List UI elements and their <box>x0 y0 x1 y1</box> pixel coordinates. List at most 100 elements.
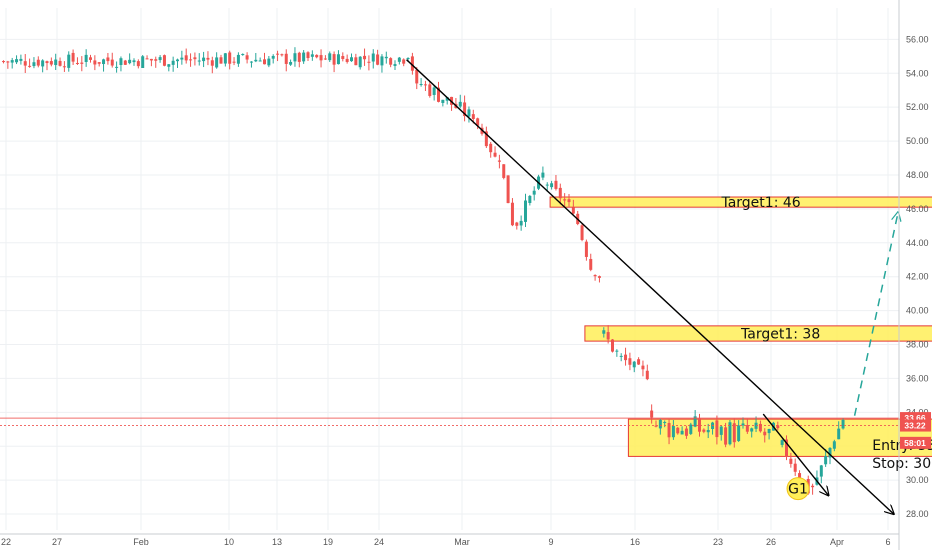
candle-body <box>241 54 245 56</box>
x-tick-label: 9 <box>548 537 553 547</box>
candle-body <box>789 458 793 464</box>
candle-body <box>271 55 275 59</box>
candle-body <box>824 456 828 465</box>
time-badge-5801-text: 58:01 <box>904 438 926 448</box>
price-badge-3322 <box>900 419 931 432</box>
candle-body <box>689 424 693 434</box>
candle-body <box>267 58 271 66</box>
candle-body <box>584 241 588 257</box>
candle-body <box>550 183 554 188</box>
candle-body <box>149 58 153 61</box>
candle-body <box>767 428 771 434</box>
candle-body <box>658 419 662 429</box>
candle-body <box>445 97 449 101</box>
candle-body <box>254 59 258 62</box>
y-tick-label: 28.00 <box>906 509 929 519</box>
candle-body <box>123 60 127 65</box>
candle-body <box>763 431 767 436</box>
candle-body <box>189 59 193 61</box>
candle-body <box>406 57 410 59</box>
candle-body <box>484 131 488 147</box>
candle-body <box>49 61 53 65</box>
candle-body <box>785 439 788 457</box>
candle-body <box>115 66 119 68</box>
y-tick-label: 40.00 <box>906 306 929 316</box>
candle-body <box>419 84 423 86</box>
candle-body <box>28 65 32 67</box>
candle-body <box>336 54 340 65</box>
candle-body <box>97 62 101 64</box>
candle-body <box>654 425 658 427</box>
candle-body <box>41 60 45 67</box>
x-tick-label: Mar <box>454 537 470 547</box>
candle-body <box>463 102 467 117</box>
candle-body <box>184 55 188 61</box>
candle-body <box>297 52 301 62</box>
candle-body <box>171 60 175 65</box>
candle-body <box>524 200 527 222</box>
candle-body <box>637 359 641 365</box>
candle-body <box>528 195 532 203</box>
candle-body <box>515 222 519 226</box>
candle-body <box>680 430 684 435</box>
candle-body <box>624 354 628 361</box>
candle-body <box>367 61 371 63</box>
candle-body <box>558 187 562 199</box>
candle-body <box>819 465 823 477</box>
candle-body <box>89 57 92 60</box>
x-tick-label: 26 <box>766 537 776 547</box>
grid <box>0 8 899 530</box>
candle-body <box>602 330 606 334</box>
x-tick-label: Feb <box>133 537 149 547</box>
candle-body <box>423 84 427 86</box>
candle-body <box>23 61 27 66</box>
y-tick-label: 56.00 <box>906 34 929 44</box>
candle-body <box>519 220 523 226</box>
candle-body <box>180 57 184 60</box>
candle-body <box>263 59 266 65</box>
y-tick-label: 44.00 <box>906 238 929 248</box>
candle-body <box>441 99 445 103</box>
candle-body <box>458 101 462 107</box>
candle-body <box>471 114 475 119</box>
candle-body <box>632 361 636 368</box>
x-tick-label: 23 <box>713 537 723 547</box>
candle-body <box>219 57 223 64</box>
candle-body <box>798 473 802 480</box>
candle-body <box>510 202 514 226</box>
candle-body <box>36 59 40 66</box>
candle-body <box>197 60 201 62</box>
candle-body <box>758 423 762 432</box>
zone-target-46-label: Target1: 46 <box>720 195 800 211</box>
y-tick-label: 36.00 <box>906 373 929 383</box>
candle-body <box>93 60 97 65</box>
candle-body <box>506 175 510 204</box>
candle-body <box>684 428 688 436</box>
candle-body <box>541 172 545 178</box>
candle-body <box>715 420 719 438</box>
candle-body <box>428 84 432 96</box>
candle-body <box>202 57 206 62</box>
candle-body <box>724 427 728 445</box>
candle-body <box>741 423 745 426</box>
candle-body <box>611 339 614 352</box>
candle-body <box>410 56 414 71</box>
y-tick-label: 46.00 <box>906 204 929 214</box>
candle-body <box>236 54 240 64</box>
candle-body <box>467 109 471 117</box>
candle-body <box>206 57 210 60</box>
time-badge-5801 <box>900 436 931 449</box>
candle-body <box>545 184 549 186</box>
candle-body <box>319 55 323 61</box>
candle-body <box>350 57 353 62</box>
price-badge-3322-text: 33.22 <box>904 421 926 431</box>
candle-body <box>737 425 741 441</box>
candle-body <box>110 59 114 66</box>
candle-body <box>310 54 314 57</box>
candle-body <box>58 60 62 66</box>
candle-body <box>258 60 262 62</box>
candle-body <box>75 62 79 64</box>
candle-body <box>363 55 367 60</box>
